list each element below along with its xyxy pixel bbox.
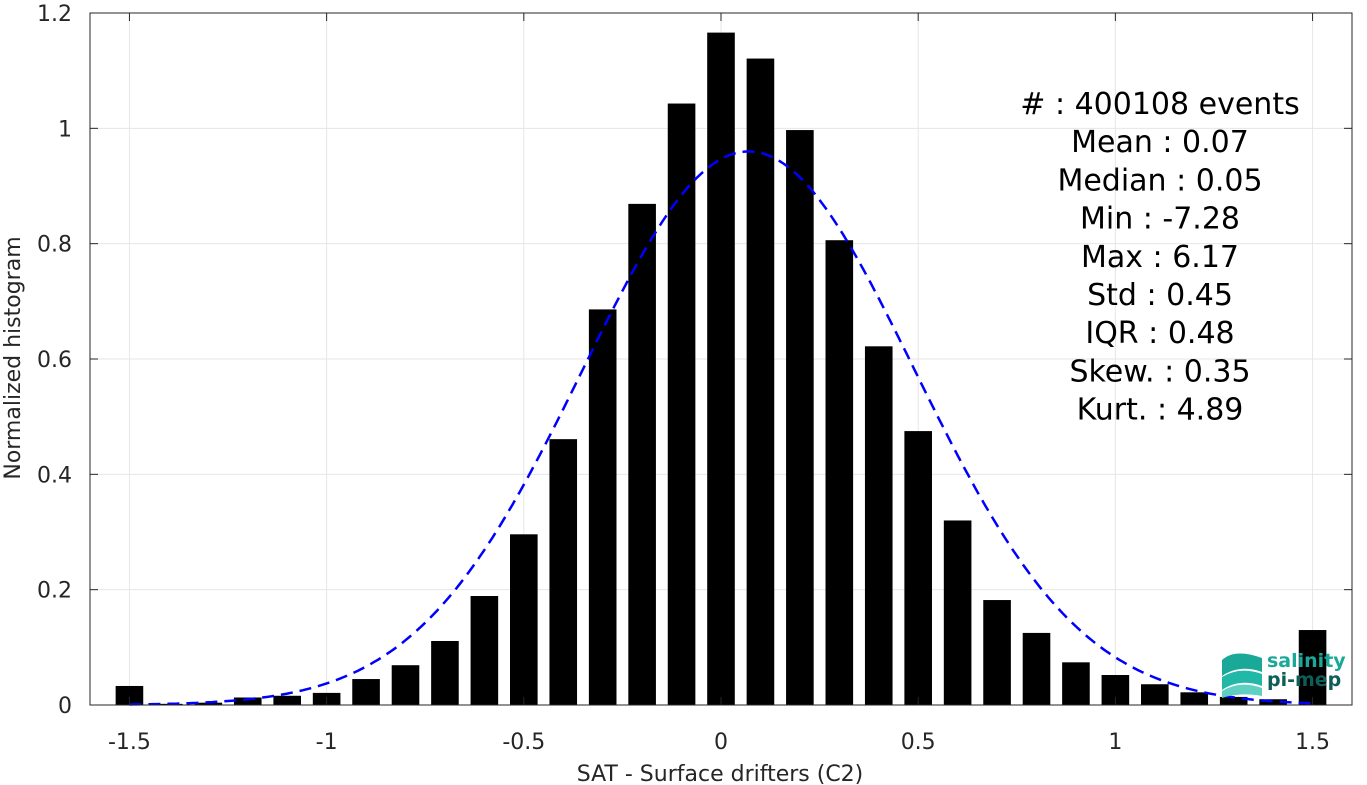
histogram-bar	[510, 534, 538, 705]
histogram-bar	[628, 203, 656, 706]
y-tick-label: 0.6	[37, 348, 72, 373]
stat-line: # : 400108 events	[1020, 87, 1299, 122]
histogram-bar	[1298, 630, 1327, 705]
histogram-bar	[1062, 662, 1090, 705]
x-axis-label: SAT - Surface drifters (C2)	[577, 762, 864, 785]
histogram-bar	[786, 130, 814, 705]
histogram-bar	[391, 665, 420, 705]
gaussian-fit-curve	[129, 150, 1313, 706]
histogram-bar	[1022, 632, 1051, 705]
logo-text-salinity: salinity	[1267, 650, 1346, 672]
histogram-bar	[1180, 692, 1209, 705]
stat-line: Skew. : 0.35	[1069, 354, 1250, 389]
stat-line: Kurt. : 4.89	[1077, 393, 1244, 428]
y-tick-label: 0.4	[37, 463, 72, 488]
histogram-bar	[864, 346, 893, 705]
histogram-bar	[233, 697, 262, 705]
histogram-bar	[1219, 696, 1248, 705]
logo-text-pi-mep: pi-mep	[1267, 669, 1341, 691]
histogram-bar	[943, 520, 972, 705]
histogram-bar	[1141, 684, 1169, 705]
histogram-bar	[983, 600, 1011, 705]
x-tick-label: 1.5	[1295, 730, 1330, 755]
fit-curve-group	[129, 150, 1313, 706]
stat-line: Std : 0.45	[1087, 278, 1233, 313]
x-tick-label: -1.5	[108, 730, 151, 755]
stat-line: Mean : 0.07	[1071, 125, 1249, 160]
stat-line: IQR : 0.48	[1085, 316, 1234, 351]
logo-wave-icon	[1222, 653, 1262, 698]
x-tick-label: -1	[316, 730, 338, 755]
histogram-bar	[707, 32, 735, 705]
y-axis: 0 0.2 0.4 0.6 0.8 1 1.2	[37, 2, 1352, 719]
stat-line: Max : 6.17	[1081, 240, 1239, 275]
histogram-bar	[1259, 699, 1287, 705]
bars	[115, 32, 1327, 706]
x-tick-label: -0.5	[502, 730, 545, 755]
histogram-bar	[746, 58, 775, 706]
histogram-bar	[431, 640, 459, 705]
y-tick-label: 1	[58, 117, 72, 142]
y-tick-label: 0.8	[37, 233, 72, 258]
stat-line: Median : 0.05	[1057, 163, 1262, 198]
histogram-bar	[115, 685, 144, 705]
histogram-bar	[825, 240, 854, 705]
histogram-bar	[588, 309, 617, 705]
histogram-bar	[549, 439, 578, 705]
histogram-bar	[667, 103, 696, 705]
y-axis-label: Normalized histogram	[1, 236, 26, 479]
histogram-bar	[904, 431, 932, 705]
y-tick-label: 1.2	[37, 2, 72, 27]
histogram-bar	[470, 596, 499, 705]
y-tick-label: 0	[58, 694, 72, 719]
y-tick-label: 0.2	[37, 579, 72, 604]
histogram-bar	[352, 679, 380, 705]
x-tick-label: 1	[1108, 730, 1122, 755]
x-tick-label: 0.5	[901, 730, 936, 755]
salinity-pi-mep-logo: salinity pi-mep	[1222, 650, 1346, 698]
histogram-bar	[273, 695, 301, 705]
histogram-bar	[194, 702, 223, 705]
x-tick-label: 0	[714, 730, 728, 755]
x-axis: -1.5 -1 -0.5 0 0.5 1 1.5	[108, 13, 1330, 755]
stat-line: Min : -7.28	[1080, 202, 1240, 237]
